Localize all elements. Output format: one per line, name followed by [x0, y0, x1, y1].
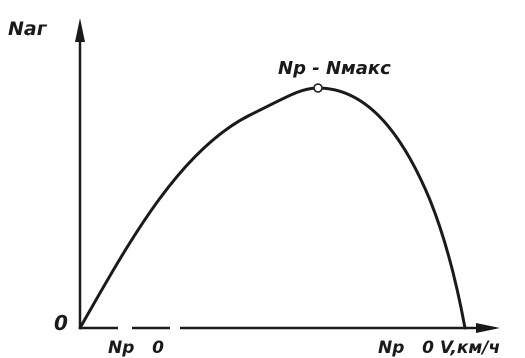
origin-label: 0: [54, 311, 68, 335]
peak-label: Nр - Nмакс: [278, 58, 391, 79]
y-axis-label: Nаг: [8, 18, 48, 40]
power-curve: [78, 86, 467, 330]
x-axis-arrow: [476, 323, 500, 333]
x-label-start: Nр 0: [108, 338, 164, 358]
peak-marker: [313, 83, 323, 93]
y-axis-arrow: [75, 18, 85, 42]
x-label-end: Nр 0 V,км/ч: [378, 338, 500, 358]
